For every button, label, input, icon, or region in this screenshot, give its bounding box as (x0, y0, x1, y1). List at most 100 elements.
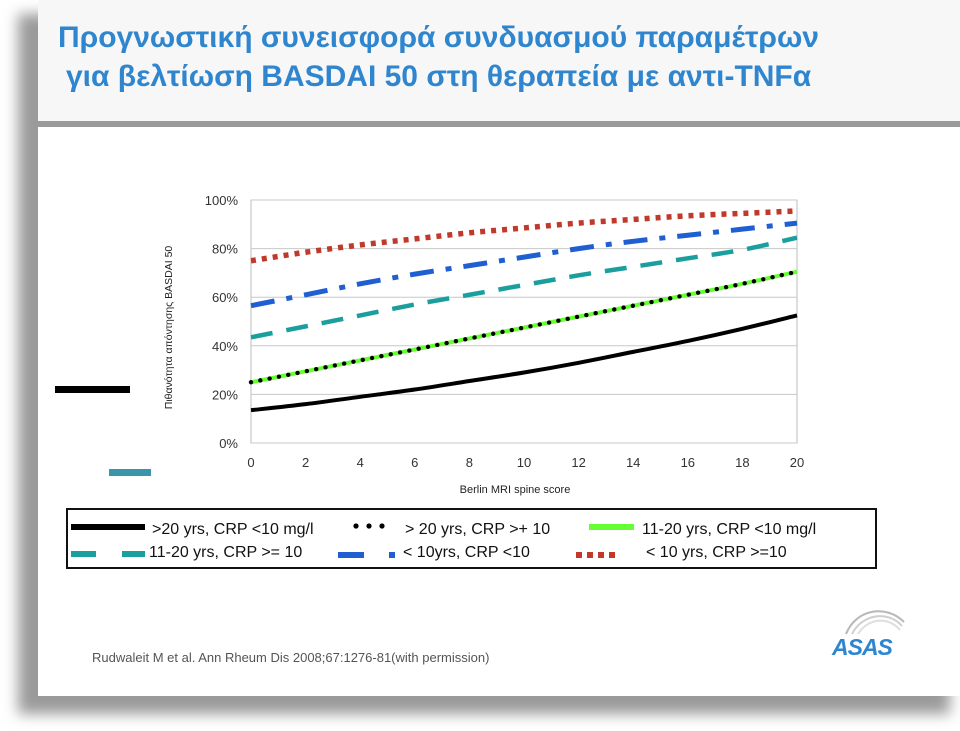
legend-item-6: < 10 yrs, CRP >=10 (646, 544, 787, 561)
series-dot (779, 272, 784, 278)
x-tick-label: 20 (790, 455, 804, 470)
y-tick-label: 0% (219, 436, 238, 451)
plot-area (250, 199, 798, 444)
series-dot (537, 322, 542, 327)
series-dot (397, 350, 403, 355)
legend-item-3: 11-20 yrs, CRP <10 mg/l (642, 521, 817, 538)
series-dot (500, 329, 505, 335)
legend-swatch-dot-2 (366, 523, 372, 529)
side-teal-bar (109, 469, 151, 476)
series-dot (705, 288, 710, 294)
series-dot (667, 296, 673, 301)
series-dot (612, 307, 617, 312)
series-dot (640, 301, 645, 307)
series-dot (677, 294, 682, 299)
legend-item-5: < 10yrs, CRP <10 (403, 544, 530, 561)
series-dot (788, 270, 794, 276)
series-dot (723, 284, 729, 290)
x-tick-label: 10 (517, 455, 531, 470)
legend-item-2: > 20 yrs, CRP >+ 10 (405, 521, 551, 538)
series-dot (761, 277, 766, 282)
series-dot (565, 316, 570, 322)
series-dot (770, 275, 775, 280)
series-dot (276, 374, 282, 379)
series-dot (369, 355, 375, 361)
series-line-1 (250, 313, 798, 413)
series-dot (453, 339, 459, 344)
series-dot (435, 342, 440, 348)
x-tick-label: 4 (357, 455, 364, 470)
y-tick-label: 40% (212, 339, 238, 354)
series-dot (584, 312, 589, 318)
series-dot (416, 346, 421, 351)
series-dot (286, 372, 291, 377)
series-dot (621, 305, 626, 310)
series-dot (407, 348, 412, 353)
series-dot (481, 333, 487, 338)
y-tick-label: 60% (212, 290, 238, 305)
x-axis-label: Berlin MRI spine score (460, 484, 571, 496)
title-line-2: για βελτίωση BASDAI 50 στη θεραπεία με α… (66, 60, 812, 93)
series-dot (341, 361, 347, 366)
series-dot (630, 303, 636, 308)
series-dot (295, 370, 300, 376)
series-dot (695, 290, 701, 295)
series-dot (490, 331, 496, 336)
citation: Rudwaleit M et al. Ann Rheum Dis 2008;67… (92, 650, 490, 665)
x-tick-label: 14 (626, 455, 640, 470)
side-black-bar (55, 386, 130, 393)
legend-swatch-dot-1 (353, 523, 359, 529)
series-dot (742, 281, 747, 286)
legend-swatches (71, 523, 634, 558)
legend: >20 yrs, CRP <10 mg/l > 20 yrs, CRP >+ 1… (66, 508, 877, 569)
series-dot (751, 279, 757, 284)
series-dot (332, 363, 338, 368)
legend-item-1: >20 yrs, CRP <10 mg/l (152, 521, 314, 538)
series-dot (556, 318, 561, 323)
series-dot (658, 297, 664, 303)
series-dot (444, 340, 449, 346)
series-dot (528, 324, 533, 329)
series-dot (463, 337, 468, 342)
series-line-6 (250, 208, 798, 264)
series-dot (574, 314, 580, 320)
series-line-5 (250, 220, 798, 309)
series-dot (304, 368, 310, 374)
series-dot (323, 365, 328, 370)
legend-swatch-dot-3 (379, 523, 385, 529)
asas-logo-swirl (845, 610, 905, 635)
series-dot (388, 352, 393, 357)
y-tick-label: 100% (205, 193, 239, 208)
series-dot (379, 353, 384, 359)
header-divider (38, 121, 960, 127)
y-axis-label: Πιθανότητα απόντησης BASDAI 50 (163, 246, 175, 410)
slide-header: Προγνωστική συνεισφορά συνδυασμού παραμέ… (38, 0, 960, 122)
x-tick-label: 18 (735, 455, 749, 470)
x-tick-label: 8 (466, 455, 473, 470)
y-tick-label: 80% (212, 242, 238, 257)
series-dot (546, 320, 552, 325)
series-dot (686, 292, 692, 297)
series-dot (314, 366, 319, 372)
series-dot (602, 309, 608, 314)
series-dot (733, 283, 738, 288)
asas-logo: ASAS (832, 634, 893, 660)
legend-item-4: 11-20 yrs, CRP >= 10 (149, 544, 303, 561)
series-dot (593, 311, 598, 316)
series-dot (714, 286, 719, 292)
x-tick-label: 6 (411, 455, 418, 470)
x-tick-label: 16 (681, 455, 695, 470)
x-tick-label: 0 (247, 455, 254, 470)
title-line-1: Προγνωστική συνεισφορά συνδυασμού παραμέ… (58, 21, 819, 54)
series-dot (248, 380, 254, 385)
series-dot (360, 357, 365, 363)
series-dot (258, 378, 263, 383)
series-dot (472, 335, 477, 340)
y-tick-label: 20% (212, 387, 238, 402)
x-tick-label: 2 (302, 455, 309, 470)
x-tick-label: 12 (571, 455, 585, 470)
series-dot (351, 359, 356, 364)
series-dot (518, 325, 524, 331)
series-dot (425, 344, 431, 350)
slide-title: Προγνωστική συνεισφορά συνδυασμού παραμέ… (58, 18, 948, 96)
